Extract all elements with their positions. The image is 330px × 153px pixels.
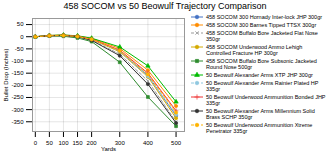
svg-text:50: 50 bbox=[46, 140, 53, 146]
svg-text:-350: -350 bbox=[11, 119, 24, 125]
html-text:458 SOCOM Buffalo Bore Jackete: 458 SOCOM Buffalo Bore Jacketed Flat Nos… bbox=[206, 30, 318, 42]
svg-text:Bullet Drop (Inches): Bullet Drop (Inches) bbox=[3, 48, 9, 101]
svg-text:500: 500 bbox=[171, 140, 182, 146]
svg-text:50: 50 bbox=[17, 21, 24, 27]
svg-text:-300: -300 bbox=[11, 107, 24, 113]
html-text:458 SOCOM 300 Barnes Tipped TT: 458 SOCOM 300 Barnes Tipped TTSX 300gr bbox=[206, 22, 317, 28]
html-text:458 SOCOM Underwood Ammo Lehig: 458 SOCOM Underwood Ammo Lehigh Controll… bbox=[206, 44, 303, 56]
html-text:50 Beowulf Underwood Ammunitio: 50 Beowulf Underwood Ammunition Bonded J… bbox=[206, 94, 326, 106]
svg-text:-150: -150 bbox=[11, 70, 24, 76]
html-text:50 Beowulf Underwood Ammunitio: 50 Beowulf Underwood Ammunition Xtreme P… bbox=[206, 122, 313, 134]
html-text:458 SOCOM 300 Hornady Inter-lo: 458 SOCOM 300 Hornady Inter-lock JHP 300… bbox=[206, 14, 323, 20]
svg-text:0: 0 bbox=[20, 34, 24, 40]
svg-text:-50: -50 bbox=[15, 46, 24, 52]
svg-text:-250: -250 bbox=[11, 94, 24, 100]
svg-text:300: 300 bbox=[115, 140, 126, 146]
svg-text:400: 400 bbox=[143, 140, 154, 146]
html-text:50 Beowulf Alexander Arms Rain: 50 Beowulf Alexander Arms Rainier Plated… bbox=[206, 80, 319, 92]
svg-text:100: 100 bbox=[58, 140, 69, 146]
html-text:50 Beowulf Alexander Arms Mill: 50 Beowulf Alexander Arms Millennium Sol… bbox=[206, 108, 315, 120]
svg-text:Yards: Yards bbox=[101, 146, 116, 152]
html-text:458 SOCOM vs 50 Beowulf Trajec: 458 SOCOM vs 50 Beowulf Trajectory Compa… bbox=[63, 1, 267, 11]
html-text:50 Beowulf Alexander Arms XTP: 50 Beowulf Alexander Arms XTP JHP 300gr bbox=[206, 72, 313, 78]
svg-text:-200: -200 bbox=[11, 82, 24, 88]
svg-text:0: 0 bbox=[34, 140, 38, 146]
html-text:458 SOCOM Buffalo Bore Subsoni: 458 SOCOM Buffalo Bore Subsonic Jacketed… bbox=[206, 58, 317, 70]
svg-text:-100: -100 bbox=[11, 58, 24, 64]
svg-text:200: 200 bbox=[87, 140, 98, 146]
svg-text:150: 150 bbox=[73, 140, 84, 146]
